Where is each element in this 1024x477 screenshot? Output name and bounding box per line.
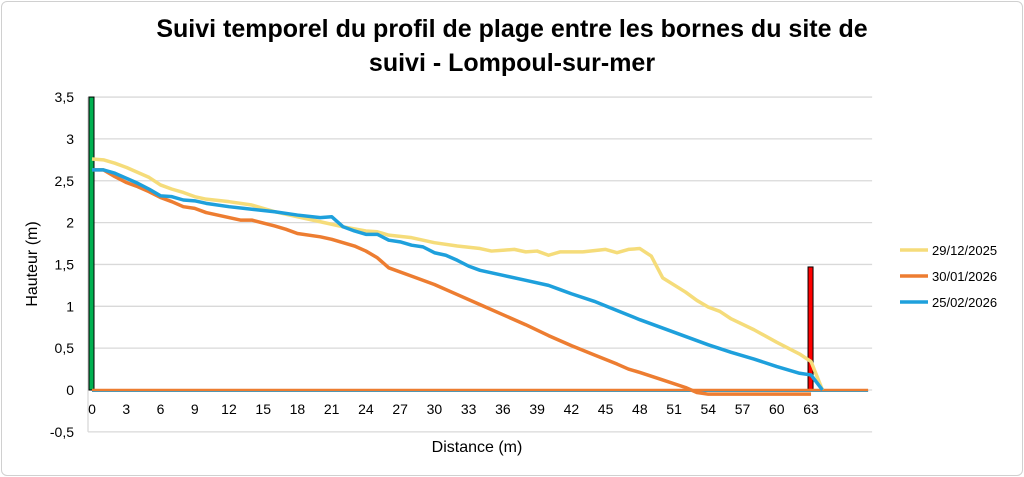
x-tick-label: 30 (427, 401, 443, 417)
y-tick-label: 0 (66, 382, 74, 398)
y-tick-label: -0,5 (50, 424, 74, 440)
y-tick-label: 0,5 (55, 340, 75, 356)
y-axis-label: Hauteur (m) (24, 221, 41, 306)
y-tick-label: 3 (66, 131, 74, 147)
x-axis-label: Distance (m) (432, 439, 523, 456)
x-tick-label: 6 (157, 401, 165, 417)
x-tick-label: 36 (495, 401, 511, 417)
x-tick-label: 60 (769, 401, 785, 417)
x-tick-label: 24 (358, 401, 374, 417)
x-tick-label: 45 (598, 401, 614, 417)
x-tick-label: 33 (461, 401, 477, 417)
borne-end-bar (807, 266, 814, 391)
legend-label: 30/01/2026 (932, 269, 997, 284)
x-tick-label: 12 (221, 401, 237, 417)
x-tick-label: 48 (632, 401, 648, 417)
x-tick-label: 27 (392, 401, 408, 417)
series-line-30/01/2026 (92, 168, 812, 396)
borne-start-bar (88, 96, 95, 391)
y-tick-label: 2 (66, 215, 74, 231)
x-tick-label: 57 (735, 401, 751, 417)
series-line-25/02/2026 (92, 168, 824, 392)
chart-title-line2: suivi - Lompoul-sur-mer (368, 49, 656, 77)
x-tick-label: 42 (564, 401, 580, 417)
x-tick-label: 63 (803, 401, 819, 417)
y-tick-label: 2,5 (55, 173, 75, 189)
x-tick-label: 9 (191, 401, 199, 417)
legend-label: 25/02/2026 (932, 295, 997, 310)
legend-label: 29/12/2025 (932, 243, 997, 258)
x-tick-label: 15 (255, 401, 271, 417)
series-line-29/12/2025 (91, 157, 825, 391)
x-tick-label: 54 (701, 401, 717, 417)
chart-title-line1: Suivi temporel du profil de plage entre … (156, 15, 868, 43)
y-tick-label: 1 (66, 298, 74, 314)
y-tick-label: 3,5 (55, 89, 75, 105)
x-tick-label: 39 (529, 401, 545, 417)
x-tick-label: 0 (88, 401, 96, 417)
x-tick-label: 3 (122, 401, 130, 417)
x-tick-label: 18 (290, 401, 306, 417)
chart-title: Suivi temporel du profil de plage entre … (0, 12, 1024, 80)
y-tick-label: 1,5 (55, 256, 75, 272)
x-tick-label: 21 (324, 401, 340, 417)
x-tick-label: 51 (666, 401, 682, 417)
